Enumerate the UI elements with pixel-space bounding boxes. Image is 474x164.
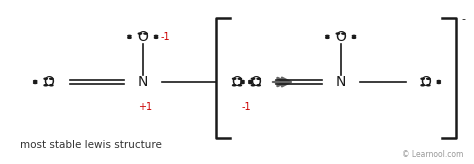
Circle shape xyxy=(155,35,158,36)
Circle shape xyxy=(437,82,440,83)
Text: O: O xyxy=(137,30,148,44)
Circle shape xyxy=(238,78,241,79)
Circle shape xyxy=(50,78,53,79)
Circle shape xyxy=(257,85,260,86)
Circle shape xyxy=(144,33,147,34)
Circle shape xyxy=(257,78,260,79)
Circle shape xyxy=(427,78,430,79)
Circle shape xyxy=(336,33,339,34)
Circle shape xyxy=(421,78,424,79)
Circle shape xyxy=(326,37,329,38)
Circle shape xyxy=(233,78,236,79)
Circle shape xyxy=(342,33,345,34)
Text: O: O xyxy=(232,75,242,89)
Circle shape xyxy=(155,37,158,38)
Circle shape xyxy=(138,33,142,34)
Text: most stable lewis structure: most stable lewis structure xyxy=(20,140,162,150)
Circle shape xyxy=(50,85,53,86)
Text: O: O xyxy=(335,30,346,44)
Circle shape xyxy=(34,81,37,82)
Circle shape xyxy=(326,35,329,36)
Circle shape xyxy=(34,82,37,83)
Circle shape xyxy=(233,85,236,86)
Circle shape xyxy=(238,85,241,86)
Text: N: N xyxy=(336,75,346,89)
Circle shape xyxy=(44,85,47,86)
Circle shape xyxy=(249,82,252,83)
Text: -1: -1 xyxy=(161,32,170,42)
Circle shape xyxy=(44,78,47,79)
Text: O: O xyxy=(43,75,54,89)
Circle shape xyxy=(251,78,255,79)
Text: -: - xyxy=(462,14,466,24)
Circle shape xyxy=(421,85,424,86)
Circle shape xyxy=(128,37,131,38)
Circle shape xyxy=(251,85,255,86)
Circle shape xyxy=(352,35,356,36)
Circle shape xyxy=(241,82,244,83)
Circle shape xyxy=(427,85,430,86)
Text: -1: -1 xyxy=(242,102,251,112)
Circle shape xyxy=(241,81,244,82)
Circle shape xyxy=(352,37,356,38)
Text: O: O xyxy=(250,75,261,89)
Text: O: O xyxy=(420,75,431,89)
Text: N: N xyxy=(137,75,148,89)
Text: © Learnool.com: © Learnool.com xyxy=(402,150,463,159)
Circle shape xyxy=(249,81,252,82)
Circle shape xyxy=(128,35,131,36)
Text: +1: +1 xyxy=(138,102,152,112)
Circle shape xyxy=(437,81,440,82)
